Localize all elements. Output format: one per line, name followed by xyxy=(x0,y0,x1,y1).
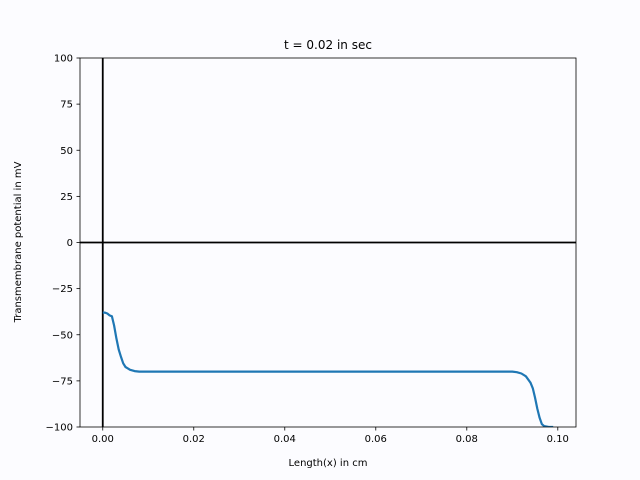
series-line-1 xyxy=(102,311,554,427)
chart-title: t = 0.02 in sec xyxy=(284,38,372,52)
x-axis-ticks: 0.00 0.02 0.04 0.06 0.08 0.10 xyxy=(92,427,569,445)
y-axis-label: Transmembrane potential in mV xyxy=(13,161,24,323)
x-tick-label: 0.04 xyxy=(274,434,296,445)
reference-lines xyxy=(80,58,576,427)
y-tick-label: −50 xyxy=(52,330,73,341)
x-tick-label: 0.02 xyxy=(183,434,205,445)
x-tick-label: 0.08 xyxy=(456,434,478,445)
y-tick-label: −25 xyxy=(52,284,73,295)
x-tick-label: 0.10 xyxy=(547,434,569,445)
y-tick-label: −100 xyxy=(46,423,73,434)
y-tick-label: 75 xyxy=(60,100,73,111)
y-tick-label: −75 xyxy=(52,376,73,387)
x-tick-label: 0.06 xyxy=(365,434,387,445)
y-tick-label: 0 xyxy=(67,238,73,249)
y-tick-label: 50 xyxy=(60,146,73,157)
x-axis-label: Length(x) in cm xyxy=(289,458,368,469)
x-tick-label: 0.00 xyxy=(92,434,114,445)
y-axis-ticks: −100 −75 −50 −25 0 25 50 75 100 xyxy=(46,54,80,434)
y-tick-label: 25 xyxy=(60,192,73,203)
series-group xyxy=(102,311,554,427)
y-tick-label: 100 xyxy=(54,54,73,65)
